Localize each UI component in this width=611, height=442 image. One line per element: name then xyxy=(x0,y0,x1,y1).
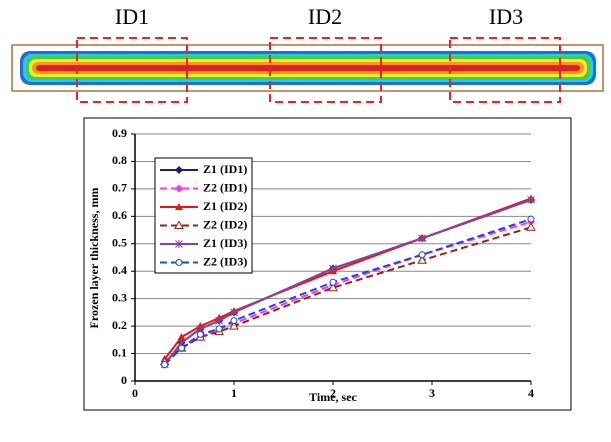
marker xyxy=(329,278,337,286)
legend-label: Z2 (ID1) xyxy=(203,180,247,194)
y-tick-label: 0.8 xyxy=(112,153,127,167)
marker xyxy=(161,361,169,369)
y-tick-label: 0.7 xyxy=(112,181,127,195)
y-tick-label: 0 xyxy=(121,373,127,387)
marker xyxy=(196,330,204,338)
series-line xyxy=(164,218,532,366)
legend-marker xyxy=(175,240,183,248)
legend-label: Z1 (ID3) xyxy=(203,236,247,250)
marker xyxy=(178,344,186,352)
marker xyxy=(215,325,223,333)
y-tick-label: 0.2 xyxy=(112,318,127,332)
legend: Z1 (ID1) Z2 (ID1) Z1 (ID2) Z2 (ID2) Z1 (ID3)… xyxy=(154,157,253,274)
marker xyxy=(418,234,426,243)
y-axis-label: Frozen layer thickness, mm xyxy=(87,188,101,329)
marker xyxy=(215,316,224,325)
x-tick-label: 4 xyxy=(528,386,534,400)
region-box xyxy=(449,37,561,103)
marker xyxy=(230,308,238,317)
x-axis-label: Time, sec xyxy=(309,390,357,404)
y-tick-label: 0.3 xyxy=(112,290,127,304)
x-tick-label: 3 xyxy=(429,386,435,400)
marker xyxy=(230,317,238,325)
y-tick-label: 0.4 xyxy=(112,263,127,277)
legend-marker xyxy=(175,203,183,210)
marker xyxy=(229,321,239,330)
legend-label: Z2 (ID2) xyxy=(203,217,247,231)
region-label: ID2 xyxy=(308,4,342,29)
legend-marker xyxy=(175,166,183,174)
marker xyxy=(328,282,338,292)
series-line xyxy=(163,198,532,366)
marker xyxy=(177,333,186,341)
legend-label: Z1 (ID2) xyxy=(203,199,247,213)
marker xyxy=(526,222,536,231)
legend-label: Z1 (ID1) xyxy=(203,162,247,176)
marker xyxy=(329,264,337,273)
region-label: ID3 xyxy=(489,4,523,29)
y-tick-label: 0.9 xyxy=(112,126,127,140)
marker xyxy=(527,195,535,204)
strip: ID1 ID2 ID3 xyxy=(11,4,604,103)
x-tick-label: 2 xyxy=(330,386,336,400)
x-tick-label: 0 xyxy=(132,386,138,400)
y-tick-label: 0.1 xyxy=(112,345,127,359)
marker xyxy=(417,255,427,264)
y-tick-label: 0.6 xyxy=(112,208,127,222)
legend-marker xyxy=(175,259,183,266)
x-tick-label: 1 xyxy=(231,386,237,400)
region-box xyxy=(269,37,382,103)
region-label: ID1 xyxy=(115,4,149,29)
contour xyxy=(36,65,580,71)
legend-box xyxy=(154,157,253,274)
marker xyxy=(527,215,535,223)
marker xyxy=(418,251,426,259)
y-tick-label: 0.5 xyxy=(112,236,127,250)
legend-label: Z2 (ID3) xyxy=(203,254,247,268)
legend-marker xyxy=(175,184,183,193)
region-box xyxy=(76,37,188,103)
legend-marker xyxy=(174,220,184,229)
